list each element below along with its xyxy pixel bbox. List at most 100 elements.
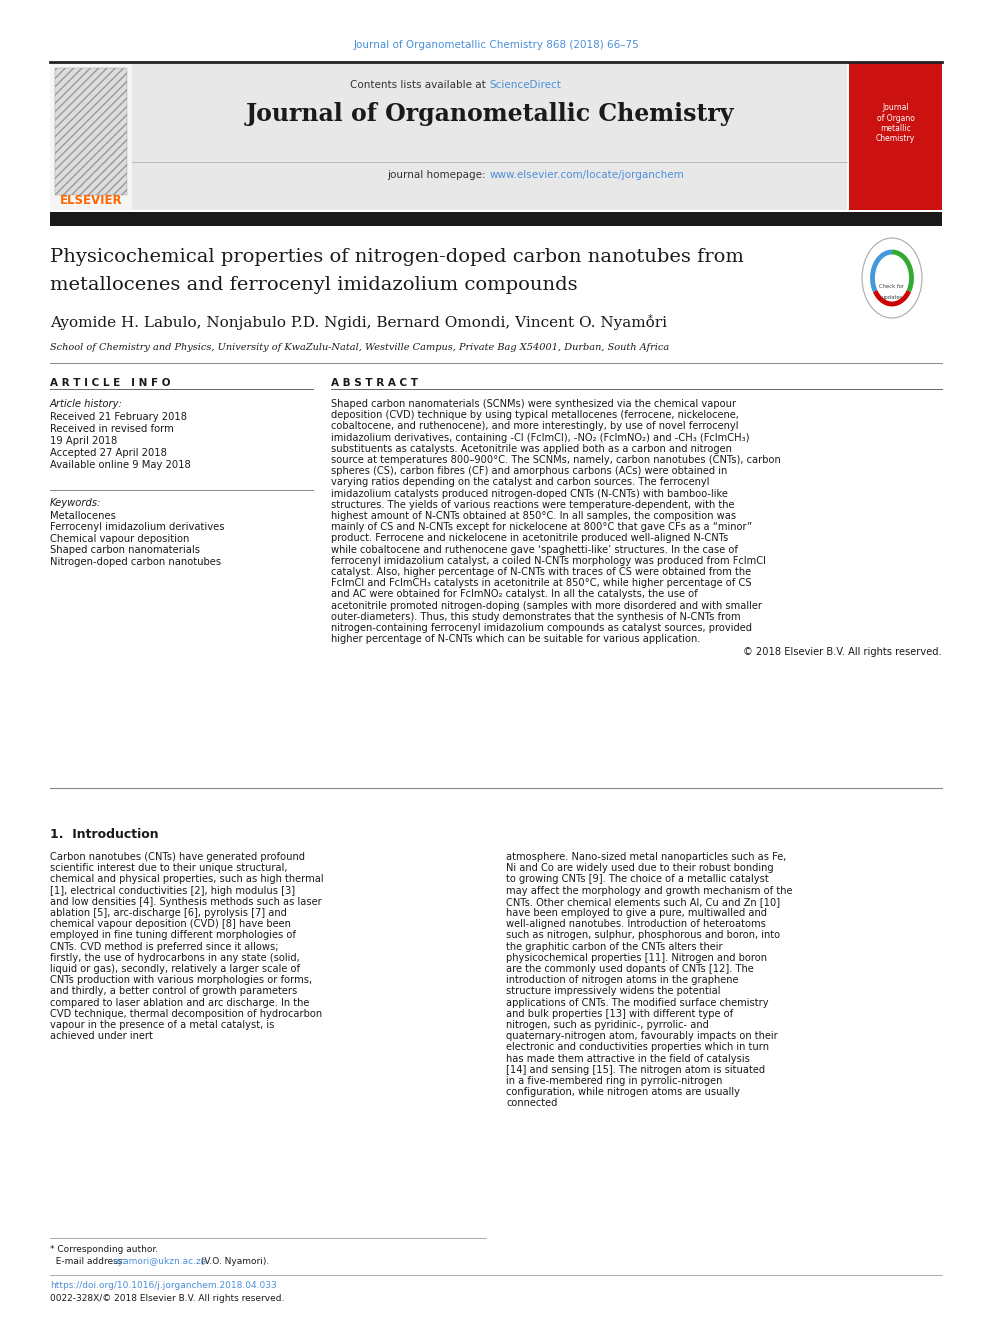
Text: ScienceDirect: ScienceDirect — [489, 79, 561, 90]
Text: Metallocenes: Metallocenes — [50, 511, 116, 521]
Text: varying ratios depending on the catalyst and carbon sources. The ferrocenyl: varying ratios depending on the catalyst… — [331, 478, 709, 487]
Circle shape — [862, 238, 922, 318]
Text: Shaped carbon nanomaterials (SCNMs) were synthesized via the chemical vapour: Shaped carbon nanomaterials (SCNMs) were… — [331, 400, 736, 409]
Text: the graphitic carbon of the CNTs alters their: the graphitic carbon of the CNTs alters … — [506, 942, 722, 951]
Text: School of Chemistry and Physics, University of KwaZulu-Natal, Westville Campus, : School of Chemistry and Physics, Univers… — [50, 343, 670, 352]
Text: Nitrogen-doped carbon nanotubes: Nitrogen-doped carbon nanotubes — [50, 557, 221, 568]
Text: and AC were obtained for FcImNO₂ catalyst. In all the catalysts, the use of: and AC were obtained for FcImNO₂ catalys… — [331, 590, 698, 599]
Text: Ayomide H. Labulo, Nonjabulo P.D. Ngidi, Bernard Omondi, Vincent O. Nyamori: Ayomide H. Labulo, Nonjabulo P.D. Ngidi,… — [50, 316, 667, 329]
Text: www.elsevier.com/locate/jorganchem: www.elsevier.com/locate/jorganchem — [489, 169, 684, 180]
Text: achieved under inert: achieved under inert — [50, 1031, 153, 1041]
Text: Ferrocenyl imidazolium derivatives: Ferrocenyl imidazolium derivatives — [50, 523, 224, 532]
Text: A R T I C L E   I N F O: A R T I C L E I N F O — [50, 378, 171, 388]
Text: A B S T R A C T: A B S T R A C T — [331, 378, 419, 388]
Text: cobaltocene, and ruthenocene), and more interestingly, by use of novel ferroceny: cobaltocene, and ruthenocene), and more … — [331, 422, 739, 431]
Text: chemical vapour deposition (CVD) [8] have been: chemical vapour deposition (CVD) [8] hav… — [50, 919, 291, 929]
Text: structures. The yields of various reactions were temperature-dependent, with the: structures. The yields of various reacti… — [331, 500, 735, 509]
Text: higher percentage of N-CNTs which can be suitable for various application.: higher percentage of N-CNTs which can be… — [331, 634, 700, 644]
Text: Received 21 February 2018: Received 21 February 2018 — [50, 411, 187, 422]
Text: quaternary-nitrogen atom, favourably impacts on their: quaternary-nitrogen atom, favourably imp… — [506, 1031, 778, 1041]
Text: https://doi.org/10.1016/j.jorganchem.2018.04.033: https://doi.org/10.1016/j.jorganchem.201… — [50, 1281, 277, 1290]
Text: has made them attractive in the field of catalysis: has made them attractive in the field of… — [506, 1053, 750, 1064]
Bar — [50, 64, 132, 210]
Text: imidazolium catalysts produced nitrogen-doped CNTs (N-CNTs) with bamboo-like: imidazolium catalysts produced nitrogen-… — [331, 488, 728, 499]
Text: and bulk properties [13] with different type of: and bulk properties [13] with different … — [506, 1009, 733, 1019]
Text: nyamori@ukzn.ac.za: nyamori@ukzn.ac.za — [112, 1257, 206, 1266]
Text: metallocenes and ferrocenyl imidazolium compounds: metallocenes and ferrocenyl imidazolium … — [50, 277, 577, 294]
Text: Chemical vapour deposition: Chemical vapour deposition — [50, 534, 189, 544]
Bar — [132, 64, 847, 210]
Text: Keywords:: Keywords: — [50, 497, 101, 508]
Text: Contents lists available at: Contents lists available at — [350, 79, 489, 90]
Text: scientific interest due to their unique structural,: scientific interest due to their unique … — [50, 863, 288, 873]
Text: well-aligned nanotubes. Introduction of heteroatoms: well-aligned nanotubes. Introduction of … — [506, 919, 766, 929]
Text: applications of CNTs. The modified surface chemistry: applications of CNTs. The modified surfa… — [506, 998, 769, 1008]
Text: highest amount of N-CNTs obtained at 850°C. In all samples, the composition was: highest amount of N-CNTs obtained at 850… — [331, 511, 736, 521]
Text: CNTs production with various morphologies or forms,: CNTs production with various morphologie… — [50, 975, 312, 986]
Text: while cobaltocene and ruthenocene gave ‘spaghetti-like’ structures. In the case : while cobaltocene and ruthenocene gave ‘… — [331, 545, 738, 554]
Text: firstly, the use of hydrocarbons in any state (solid,: firstly, the use of hydrocarbons in any … — [50, 953, 300, 963]
Text: 19 April 2018: 19 April 2018 — [50, 437, 117, 446]
Text: configuration, while nitrogen atoms are usually: configuration, while nitrogen atoms are … — [506, 1088, 740, 1097]
Text: Journal of Organometallic Chemistry: Journal of Organometallic Chemistry — [245, 102, 734, 126]
Text: © 2018 Elsevier B.V. All rights reserved.: © 2018 Elsevier B.V. All rights reserved… — [743, 647, 942, 658]
Text: liquid or gas), secondly, relatively a larger scale of: liquid or gas), secondly, relatively a l… — [50, 964, 301, 974]
Text: updates: updates — [881, 295, 903, 300]
Text: electronic and conductivities properties which in turn: electronic and conductivities properties… — [506, 1043, 769, 1052]
Text: Received in revised form: Received in revised form — [50, 423, 174, 434]
Text: CNTs. Other chemical elements such Al, Cu and Zn [10]: CNTs. Other chemical elements such Al, C… — [506, 897, 780, 906]
Text: E-mail address:: E-mail address: — [50, 1257, 128, 1266]
Text: ferrocenyl imidazolium catalyst, a coiled N-CNTs morphology was produced from Fc: ferrocenyl imidazolium catalyst, a coile… — [331, 556, 766, 566]
Text: introduction of nitrogen atoms in the graphene: introduction of nitrogen atoms in the gr… — [506, 975, 738, 986]
Text: in a five-membered ring in pyrrolic-nitrogen: in a five-membered ring in pyrrolic-nitr… — [506, 1076, 722, 1086]
Text: [14] and sensing [15]. The nitrogen atom is situated: [14] and sensing [15]. The nitrogen atom… — [506, 1065, 765, 1074]
Text: Physicochemical properties of nitrogen-doped carbon nanotubes from: Physicochemical properties of nitrogen-d… — [50, 247, 744, 266]
Text: journal homepage:: journal homepage: — [388, 169, 489, 180]
Text: vapour in the presence of a metal catalyst, is: vapour in the presence of a metal cataly… — [50, 1020, 275, 1031]
Text: Shaped carbon nanomaterials: Shaped carbon nanomaterials — [50, 545, 200, 556]
Text: CNTs. CVD method is preferred since it allows;: CNTs. CVD method is preferred since it a… — [50, 942, 279, 951]
Text: physicochemical properties [11]. Nitrogen and boron: physicochemical properties [11]. Nitroge… — [506, 953, 767, 963]
Text: acetonitrile promoted nitrogen-doping (samples with more disordered and with sma: acetonitrile promoted nitrogen-doping (s… — [331, 601, 762, 611]
Text: Article history:: Article history: — [50, 400, 123, 409]
Text: 1.  Introduction: 1. Introduction — [50, 828, 159, 841]
Text: * Corresponding author.: * Corresponding author. — [50, 1245, 158, 1254]
Text: are the commonly used dopants of CNTs [12]. The: are the commonly used dopants of CNTs [1… — [506, 964, 754, 974]
Text: mainly of CS and N-CNTs except for nickelocene at 800°C that gave CFs as a “mino: mainly of CS and N-CNTs except for nicke… — [331, 523, 752, 532]
Text: FcImCl and FcImCH₃ catalysts in acetonitrile at 850°C, while higher percentage o: FcImCl and FcImCH₃ catalysts in acetonit… — [331, 578, 752, 589]
Text: CVD technique, thermal decomposition of hydrocarbon: CVD technique, thermal decomposition of … — [50, 1009, 322, 1019]
Text: atmosphere. Nano-sized metal nanoparticles such as Fe,: atmosphere. Nano-sized metal nanoparticl… — [506, 852, 787, 863]
Text: to growing CNTs [9]. The choice of a metallic catalyst: to growing CNTs [9]. The choice of a met… — [506, 875, 769, 884]
Bar — [849, 64, 942, 210]
Text: source at temperatures 800–900°C. The SCNMs, namely, carbon nanotubes (CNTs), ca: source at temperatures 800–900°C. The SC… — [331, 455, 781, 464]
Text: catalyst. Also, higher percentage of N-CNTs with traces of CS were obtained from: catalyst. Also, higher percentage of N-C… — [331, 568, 751, 577]
Text: (V.O. Nyamori).: (V.O. Nyamori). — [198, 1257, 269, 1266]
Text: Accepted 27 April 2018: Accepted 27 April 2018 — [50, 448, 167, 458]
Text: Journal of Organometallic Chemistry 868 (2018) 66–75: Journal of Organometallic Chemistry 868 … — [353, 40, 639, 50]
Text: compared to laser ablation and arc discharge. In the: compared to laser ablation and arc disch… — [50, 998, 310, 1008]
Text: Carbon nanotubes (CNTs) have generated profound: Carbon nanotubes (CNTs) have generated p… — [50, 852, 305, 863]
Text: have been employed to give a pure, multiwalled and: have been employed to give a pure, multi… — [506, 908, 767, 918]
Text: spheres (CS), carbon fibres (CF) and amorphous carbons (ACs) were obtained in: spheres (CS), carbon fibres (CF) and amo… — [331, 466, 727, 476]
Text: connected: connected — [506, 1098, 558, 1109]
Text: Available online 9 May 2018: Available online 9 May 2018 — [50, 460, 190, 470]
Text: structure impressively widens the potential: structure impressively widens the potent… — [506, 987, 720, 996]
Text: nitrogen, such as pyridinic-, pyrrolic- and: nitrogen, such as pyridinic-, pyrrolic- … — [506, 1020, 709, 1031]
Bar — [50, 212, 942, 226]
Text: such as nitrogen, sulphur, phosphorous and boron, into: such as nitrogen, sulphur, phosphorous a… — [506, 930, 780, 941]
Text: Check for: Check for — [880, 284, 905, 288]
Text: ELSEVIER: ELSEVIER — [60, 193, 122, 206]
Bar — [55, 67, 127, 194]
Text: and low densities [4]. Synthesis methods such as laser: and low densities [4]. Synthesis methods… — [50, 897, 321, 906]
Text: *: * — [648, 314, 653, 324]
Text: deposition (CVD) technique by using typical metallocenes (ferrocene, nickelocene: deposition (CVD) technique by using typi… — [331, 410, 739, 421]
Text: [1], electrical conductivities [2], high modulus [3]: [1], electrical conductivities [2], high… — [50, 885, 296, 896]
Text: substituents as catalysts. Acetonitrile was applied both as a carbon and nitroge: substituents as catalysts. Acetonitrile … — [331, 443, 732, 454]
Text: product. Ferrocene and nickelocene in acetonitrile produced well-aligned N-CNTs: product. Ferrocene and nickelocene in ac… — [331, 533, 728, 544]
Text: 0022-328X/© 2018 Elsevier B.V. All rights reserved.: 0022-328X/© 2018 Elsevier B.V. All right… — [50, 1294, 285, 1303]
Text: employed in fine tuning different morphologies of: employed in fine tuning different morpho… — [50, 930, 296, 941]
Text: Journal
of Organo
metallic
Chemistry: Journal of Organo metallic Chemistry — [876, 103, 916, 143]
Text: nitrogen-containing ferrocenyl imidazolium compounds as catalyst sources, provid: nitrogen-containing ferrocenyl imidazoli… — [331, 623, 752, 632]
Text: imidazolium derivatives, containing -Cl (FcImCl), -NO₂ (FcImNO₂) and -CH₃ (FcImC: imidazolium derivatives, containing -Cl … — [331, 433, 750, 443]
Text: and thirdly, a better control of growth parameters: and thirdly, a better control of growth … — [50, 987, 298, 996]
